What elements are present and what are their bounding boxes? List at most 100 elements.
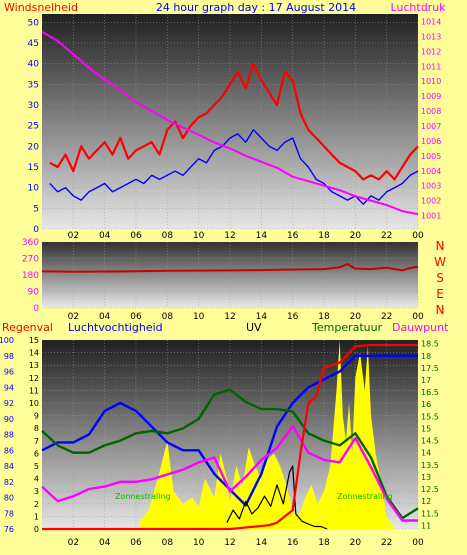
p1-ytick-right-1011: 1011	[421, 62, 441, 71]
p3-ytick-temp-14: 14	[421, 449, 431, 458]
p1-ytick-right-1009: 1009	[421, 92, 441, 101]
p3-ytick-temp-15: 15	[421, 424, 431, 433]
p2-ytick-180: 180	[22, 271, 39, 281]
p3-ytick-temp-15.5: 15.5	[421, 412, 439, 421]
p3-ytick-uv-1: 1	[34, 512, 39, 521]
p2-xtick-18: 18	[318, 312, 330, 322]
p2-ytick-0: 0	[33, 304, 39, 314]
p3-ytick-uv-10: 10	[29, 399, 39, 408]
temperature-line	[41, 388, 419, 520]
pressure-label: Luchtdruk	[390, 1, 446, 14]
p3-ytick-humidity-98: 98	[4, 352, 14, 361]
p1-ytick-right-1013: 1013	[421, 32, 441, 41]
p1-ytick-left-25: 25	[28, 122, 39, 132]
p3-ytick-uv-3: 3	[34, 487, 39, 496]
p2-ytick-90: 90	[28, 288, 40, 298]
p3-ytick-temp-16.5: 16.5	[421, 388, 439, 397]
p3-ytick-humidity-100: 100	[0, 336, 14, 345]
p3-ytick-temp-16: 16	[421, 400, 431, 409]
p3-xtick-14: 14	[256, 538, 268, 548]
p1-xtick-08: 08	[162, 231, 174, 241]
p2-xtick-22: 22	[381, 312, 392, 322]
p3-xtick-04: 04	[99, 538, 111, 548]
p1-xtick-12: 12	[224, 231, 235, 241]
chart-title: 24 hour graph day : 17 August 2014	[156, 1, 356, 14]
p1-ytick-right-1006: 1006	[421, 137, 441, 146]
wind-pressure-plot	[41, 14, 419, 230]
p3-ytick-temp-17: 17	[421, 376, 431, 385]
pressure-line	[41, 31, 419, 216]
wind-direction-plot	[41, 241, 419, 309]
solar-label-right: Zonnestraling	[337, 492, 393, 501]
p3-ytick-uv-11: 11	[29, 386, 39, 395]
p3-ytick-uv-13: 13	[29, 361, 39, 370]
p2-xtick-02: 02	[68, 312, 79, 322]
p1-ytick-left-35: 35	[28, 80, 39, 90]
panel-wind-pressure	[42, 14, 418, 229]
p1-ytick-right-1002: 1002	[421, 197, 441, 206]
axis-labels: 0510152025303540455010011002100310041005…	[0, 17, 441, 548]
p2-xtick-12: 12	[224, 312, 235, 322]
p2-ytick-270: 270	[22, 255, 39, 265]
compass-s: S	[436, 271, 444, 285]
temperature-label: Temperatuur	[311, 321, 383, 334]
p2-xtick-04: 04	[99, 312, 111, 322]
uv-line	[226, 465, 328, 530]
p3-xtick-08: 08	[162, 538, 174, 548]
p3-ytick-uv-15: 15	[29, 336, 39, 345]
p1-xtick-14: 14	[256, 231, 268, 241]
compass-n-top: N	[436, 239, 445, 253]
p1-ytick-right-1001: 1001	[421, 212, 441, 221]
p3-ytick-humidity-76: 76	[4, 525, 14, 534]
p3-ytick-uv-9: 9	[34, 412, 39, 421]
p3-xtick-12: 12	[224, 538, 235, 548]
solar-label-left: Zonnestraling	[115, 492, 171, 501]
p3-xtick-18: 18	[318, 538, 330, 548]
p3-ytick-uv-4: 4	[34, 475, 39, 484]
p1-ytick-left-45: 45	[28, 39, 39, 49]
p3-xtick-20: 20	[350, 538, 362, 548]
p3-ytick-temp-18.5: 18.5	[421, 340, 439, 349]
p1-ytick-right-1003: 1003	[421, 182, 441, 191]
compass-w: W	[434, 255, 446, 269]
climate-plot	[41, 339, 419, 531]
p1-ytick-left-5: 5	[33, 204, 39, 214]
p3-ytick-temp-13.5: 13.5	[421, 461, 439, 470]
p1-xtick-22: 22	[381, 231, 392, 241]
rain-label: Regenval	[2, 321, 53, 334]
p2-xtick-08: 08	[162, 312, 174, 322]
p1-ytick-right-1010: 1010	[421, 77, 441, 86]
p1-xtick-02: 02	[68, 231, 79, 241]
p1-xtick-06: 06	[130, 231, 142, 241]
p2-ytick-360: 360	[22, 238, 39, 248]
p1-xtick-20: 20	[350, 231, 362, 241]
p3-ytick-temp-17.5: 17.5	[421, 364, 439, 373]
compass-n-bottom: N	[436, 303, 445, 317]
p1-ytick-left-10: 10	[28, 184, 40, 194]
p2-xtick-14: 14	[256, 312, 268, 322]
p1-ytick-right-1004: 1004	[421, 167, 441, 176]
p1-xtick-00: 00	[412, 231, 424, 241]
p3-ytick-humidity-94: 94	[4, 383, 14, 392]
p1-ytick-left-30: 30	[28, 101, 40, 111]
p1-ytick-left-0: 0	[33, 225, 39, 235]
p3-ytick-temp-11: 11	[421, 521, 431, 530]
p1-ytick-left-20: 20	[28, 142, 40, 152]
p3-ytick-uv-14: 14	[29, 349, 39, 358]
p3-ytick-humidity-80: 80	[4, 494, 14, 503]
p1-ytick-right-1005: 1005	[421, 152, 441, 161]
p3-ytick-humidity-88: 88	[4, 431, 14, 440]
p3-xtick-02: 02	[68, 538, 79, 548]
wind-speed-label: Windsnelheid	[4, 1, 78, 14]
p1-ytick-right-1008: 1008	[421, 107, 441, 116]
p2-xtick-16: 16	[287, 312, 299, 322]
p3-xtick-16: 16	[287, 538, 299, 548]
p1-xtick-16: 16	[287, 231, 299, 241]
p1-ytick-right-1014: 1014	[421, 17, 441, 26]
p3-ytick-uv-8: 8	[34, 424, 39, 433]
compass-e: E	[436, 287, 444, 301]
p1-ytick-left-50: 50	[28, 18, 40, 28]
rain-line	[42, 343, 418, 531]
p2-xtick-10: 10	[193, 312, 205, 322]
